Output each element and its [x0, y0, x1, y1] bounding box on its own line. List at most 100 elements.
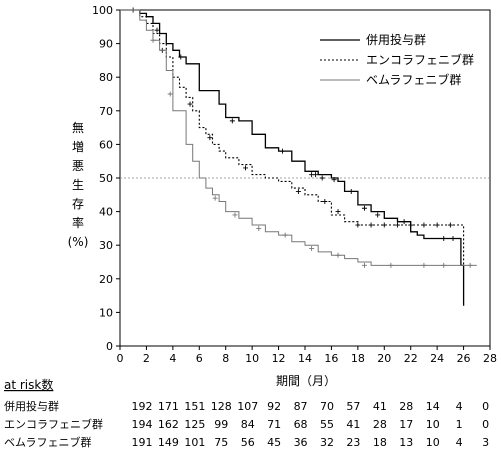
risk-value: 28 [373, 418, 387, 431]
x-tick-label: 28 [483, 352, 497, 365]
risk-value: 4 [456, 436, 463, 449]
x-tick-label: 12 [272, 352, 286, 365]
censor-mark-vemurafenib [388, 262, 394, 268]
censor-mark-encorafenib [434, 222, 440, 228]
censor-mark-combo [229, 118, 235, 124]
risk-value: 70 [320, 400, 334, 413]
x-tick-label: 18 [351, 352, 365, 365]
series-line-combo [120, 9, 465, 306]
censor-mark-combo [450, 235, 456, 241]
risk-value: 32 [320, 436, 334, 449]
censor-mark-vemurafenib [282, 232, 288, 238]
x-tick-label: 2 [143, 352, 150, 365]
risk-value: 4 [456, 400, 463, 413]
risk-table-title: at risk数 [4, 377, 53, 392]
censor-mark-combo [319, 175, 325, 181]
censor-mark-vemurafenib [130, 7, 136, 13]
risk-value: 41 [373, 400, 387, 413]
risk-value: 14 [426, 400, 440, 413]
censor-mark-encorafenib [355, 222, 361, 228]
y-axis-title-char: 存 [72, 197, 84, 211]
y-axis-title-char: 生 [72, 178, 84, 192]
censor-mark-vemurafenib [150, 37, 156, 43]
risk-value: 57 [346, 400, 360, 413]
y-tick-label: 0 [106, 340, 113, 353]
risk-value: 17 [399, 418, 413, 431]
censor-mark-encorafenib [187, 101, 193, 107]
risk-value: 41 [346, 418, 360, 431]
censor-mark-vemurafenib [335, 252, 341, 258]
axes-group: 0 2 4 6 8 10 12 14 16 18 20 22 24 26 28010203040506070… [92, 4, 497, 365]
y-tick-label: 30 [99, 239, 113, 252]
risk-value: 87 [294, 400, 308, 413]
legend-label-combo: 併用投与群 [366, 32, 426, 47]
risk-value: 107 [237, 400, 258, 413]
x-tick-label: 8 [222, 352, 229, 365]
censor-mark-encorafenib [421, 222, 427, 228]
risk-value: 171 [158, 400, 179, 413]
risk-value: 191 [132, 436, 153, 449]
censor-mark-vemurafenib [421, 262, 427, 268]
y-tick-label: 80 [99, 71, 113, 84]
risk-value: 0 [482, 400, 489, 413]
censor-mark-encorafenib [207, 135, 213, 141]
risk-value: 128 [211, 400, 232, 413]
x-tick-label: 16 [324, 352, 338, 365]
x-tick-label: 24 [430, 352, 444, 365]
y-tick-label: 50 [99, 172, 113, 185]
censor-mark-encorafenib [447, 222, 453, 228]
y-axis-title-char: 率 [72, 215, 84, 230]
y-tick-label: 60 [99, 138, 113, 151]
risk-value: 125 [184, 418, 205, 431]
risk-value: 3 [482, 436, 489, 449]
risk-table: 併用投与群 192 171 151 128 107 92 87 70 57 41 28 14 4 0エンコラ… [4, 399, 489, 449]
x-axis-title: 期間（月） [276, 374, 336, 388]
risk-value: 71 [267, 418, 281, 431]
censor-mark-vemurafenib [467, 262, 473, 268]
y-axis-title-char: 悪 [72, 159, 84, 173]
legend-label-vemurafenib: ベムラフェニブ群 [366, 72, 461, 87]
x-tick-label: 0 [117, 352, 124, 365]
risk-value: 36 [294, 436, 308, 449]
y-tick-label: 20 [99, 273, 113, 286]
risk-row-label: エンコラフェニブ群 [4, 417, 103, 431]
y-tick-label: 40 [99, 206, 113, 219]
censor-mark-combo [178, 54, 184, 60]
risk-value: 162 [158, 418, 179, 431]
legend: 併用投与群 エンコラフェニブ群 ベムラフェニブ群 [320, 32, 474, 87]
censor-mark-combo [154, 27, 160, 33]
x-tick-label: 22 [404, 352, 418, 365]
risk-value: 101 [184, 436, 205, 449]
risk-value: 99 [214, 418, 228, 431]
x-tick-label: 4 [169, 352, 176, 365]
series-group [120, 7, 477, 306]
censor-mark-vemurafenib [256, 225, 262, 231]
censor-mark-combo [313, 172, 319, 178]
legend-label-encorafenib: エンコラフェニブ群 [366, 52, 474, 67]
censor-mark-combo [361, 205, 367, 211]
censor-mark-vemurafenib [212, 195, 218, 201]
censor-mark-combo [401, 219, 407, 225]
risk-value: 23 [346, 436, 360, 449]
censor-mark-vemurafenib [232, 212, 238, 218]
x-tick-label: 10 [245, 352, 259, 365]
risk-value: 10 [426, 436, 440, 449]
censor-mark-encorafenib [408, 222, 414, 228]
risk-row-label: 併用投与群 [4, 399, 59, 413]
censor-mark-encorafenib [322, 199, 328, 205]
censor-mark-encorafenib [368, 222, 374, 228]
censor-mark-combo [348, 188, 354, 194]
censor-mark-combo [280, 148, 286, 154]
x-tick-label: 20 [377, 352, 391, 365]
y-tick-label: 90 [99, 38, 113, 51]
x-tick-label: 6 [196, 352, 203, 365]
risk-value: 68 [294, 418, 308, 431]
risk-value: 149 [158, 436, 179, 449]
risk-value: 194 [132, 418, 153, 431]
censor-mark-encorafenib [381, 222, 387, 228]
risk-value: 192 [132, 400, 153, 413]
risk-row-label: ベムラフェニブ群 [4, 435, 91, 449]
censor-mark-vemurafenib [441, 262, 447, 268]
y-axis-title-char: (%) [68, 235, 89, 249]
